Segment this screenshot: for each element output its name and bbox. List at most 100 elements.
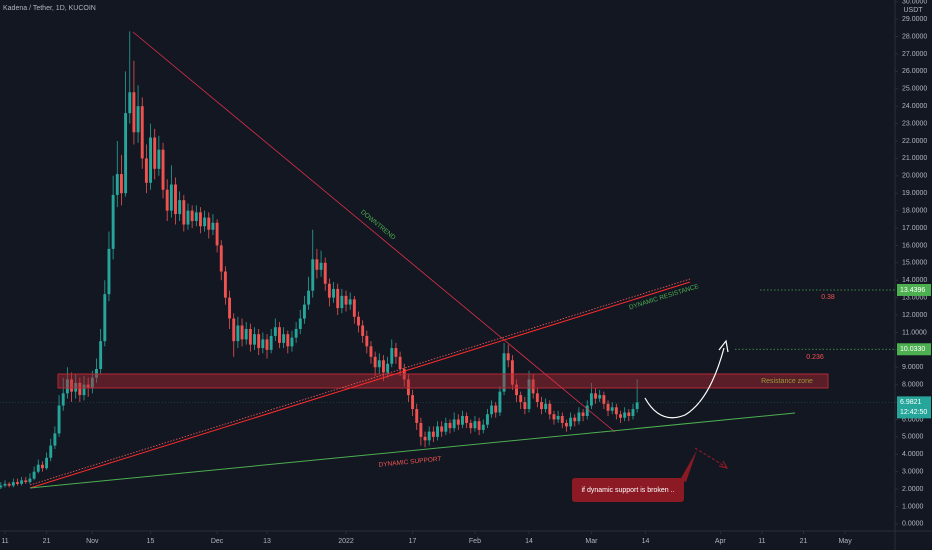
candle-body bbox=[57, 405, 61, 434]
candle-body bbox=[602, 395, 606, 404]
y-tick-label: 11.0000 bbox=[902, 329, 927, 336]
candle-body bbox=[490, 405, 494, 415]
candle-body bbox=[502, 353, 506, 392]
candle-body bbox=[215, 222, 219, 246]
note-box bbox=[572, 478, 684, 502]
candle-body bbox=[556, 415, 560, 420]
candle-body bbox=[307, 290, 311, 305]
candle-body bbox=[544, 403, 548, 410]
candle-body bbox=[20, 480, 24, 484]
x-tick-label: 11 bbox=[1, 538, 8, 545]
candle-body bbox=[190, 210, 194, 222]
candle-body bbox=[24, 480, 28, 483]
candle-body bbox=[253, 334, 256, 345]
candle-body bbox=[577, 412, 581, 422]
note-text: if dynamic support is broken .. bbox=[582, 487, 675, 494]
y-tick-label: 2.0000 bbox=[902, 486, 924, 493]
candle-body bbox=[589, 393, 593, 406]
candle-body bbox=[65, 379, 69, 394]
candle-body bbox=[452, 419, 456, 429]
candle-body bbox=[278, 327, 281, 343]
candle-body bbox=[598, 395, 602, 399]
candle-body bbox=[323, 262, 327, 284]
y-tick-label: 24.0000 bbox=[902, 103, 927, 110]
candle-body bbox=[194, 212, 198, 222]
candle-body bbox=[564, 422, 568, 427]
candle-body bbox=[124, 113, 128, 194]
candle-body bbox=[282, 334, 286, 343]
candle-body bbox=[248, 328, 252, 345]
resistance-zone-label: Resistance zone bbox=[761, 378, 813, 385]
candle-body bbox=[161, 149, 165, 190]
candle-body bbox=[90, 377, 94, 389]
candle-body bbox=[523, 402, 527, 410]
candle-body bbox=[3, 483, 7, 486]
candle-body bbox=[236, 325, 240, 342]
candle-body bbox=[623, 412, 627, 418]
y-tick-label: 25.0000 bbox=[902, 86, 927, 93]
candle-body bbox=[535, 393, 539, 403]
y-tick-label: 26.0000 bbox=[902, 68, 927, 75]
candle-body bbox=[265, 339, 269, 350]
candle-body bbox=[411, 395, 415, 410]
candle-body bbox=[348, 299, 352, 305]
countdown-label: 12:42:50 bbox=[900, 409, 927, 416]
x-tick-label: 21 bbox=[43, 538, 51, 545]
price-badge bbox=[897, 343, 931, 356]
candle-body bbox=[219, 245, 223, 272]
y-tick-label: 23.0000 bbox=[902, 120, 927, 127]
candle-body bbox=[552, 414, 556, 420]
y-tick-label: 19.0000 bbox=[902, 190, 927, 197]
y-tick-label: 0.0000 bbox=[902, 521, 924, 528]
price-axis bbox=[895, 0, 932, 550]
candle-body bbox=[531, 379, 535, 394]
candle-body bbox=[448, 422, 452, 429]
fib-label: 0.38 bbox=[821, 294, 835, 301]
candle-body bbox=[573, 417, 577, 422]
resistance-zone bbox=[57, 373, 829, 389]
y-tick-label: 9.0000 bbox=[902, 364, 924, 371]
candle-body bbox=[398, 356, 402, 369]
y-tick-label: 15.0000 bbox=[902, 260, 927, 267]
candle-body bbox=[614, 407, 618, 415]
candle-body bbox=[494, 405, 498, 413]
x-tick-label: 17 bbox=[409, 538, 417, 545]
candle-body bbox=[473, 421, 477, 429]
candle-body bbox=[415, 409, 419, 423]
candle-body bbox=[111, 194, 115, 249]
y-tick-label: 17.0000 bbox=[902, 225, 927, 232]
y-tick-label: 28.0000 bbox=[902, 33, 927, 40]
candle-body bbox=[240, 325, 244, 340]
chart-title: Kadena / Tether, 1D, KUCOIN bbox=[3, 5, 96, 12]
price-badge-label: 10.0330 bbox=[900, 346, 925, 353]
candle-body bbox=[232, 318, 236, 342]
candle-body bbox=[631, 409, 635, 416]
candle-body bbox=[119, 174, 123, 194]
last-price-badge bbox=[897, 396, 931, 419]
y-tick-label: 22.0000 bbox=[902, 138, 927, 145]
candle-body bbox=[540, 402, 543, 410]
candle-body bbox=[510, 360, 514, 385]
candle-body bbox=[481, 424, 485, 430]
x-tick-label: 14 bbox=[642, 538, 650, 545]
candle-body bbox=[53, 433, 57, 446]
candle-body bbox=[369, 346, 373, 357]
candle-body bbox=[377, 360, 381, 368]
candle-body bbox=[16, 482, 19, 484]
candle-body bbox=[485, 414, 489, 425]
y-tick-label: 13.0000 bbox=[902, 294, 927, 301]
x-tick-label: May bbox=[838, 538, 852, 545]
x-tick-label: Apr bbox=[715, 538, 727, 545]
candle-body bbox=[136, 106, 140, 133]
candle-body bbox=[74, 382, 78, 392]
candle-body bbox=[527, 379, 531, 410]
x-tick-label: 21 bbox=[800, 538, 808, 545]
candle-body bbox=[261, 339, 265, 349]
candle-body bbox=[394, 348, 398, 357]
price-badge-label: 13.4396 bbox=[900, 287, 925, 294]
last-price-label: 6.9821 bbox=[900, 399, 922, 406]
x-tick-label: Feb bbox=[469, 538, 481, 545]
candle-body bbox=[178, 200, 182, 215]
candle-body bbox=[290, 337, 294, 347]
